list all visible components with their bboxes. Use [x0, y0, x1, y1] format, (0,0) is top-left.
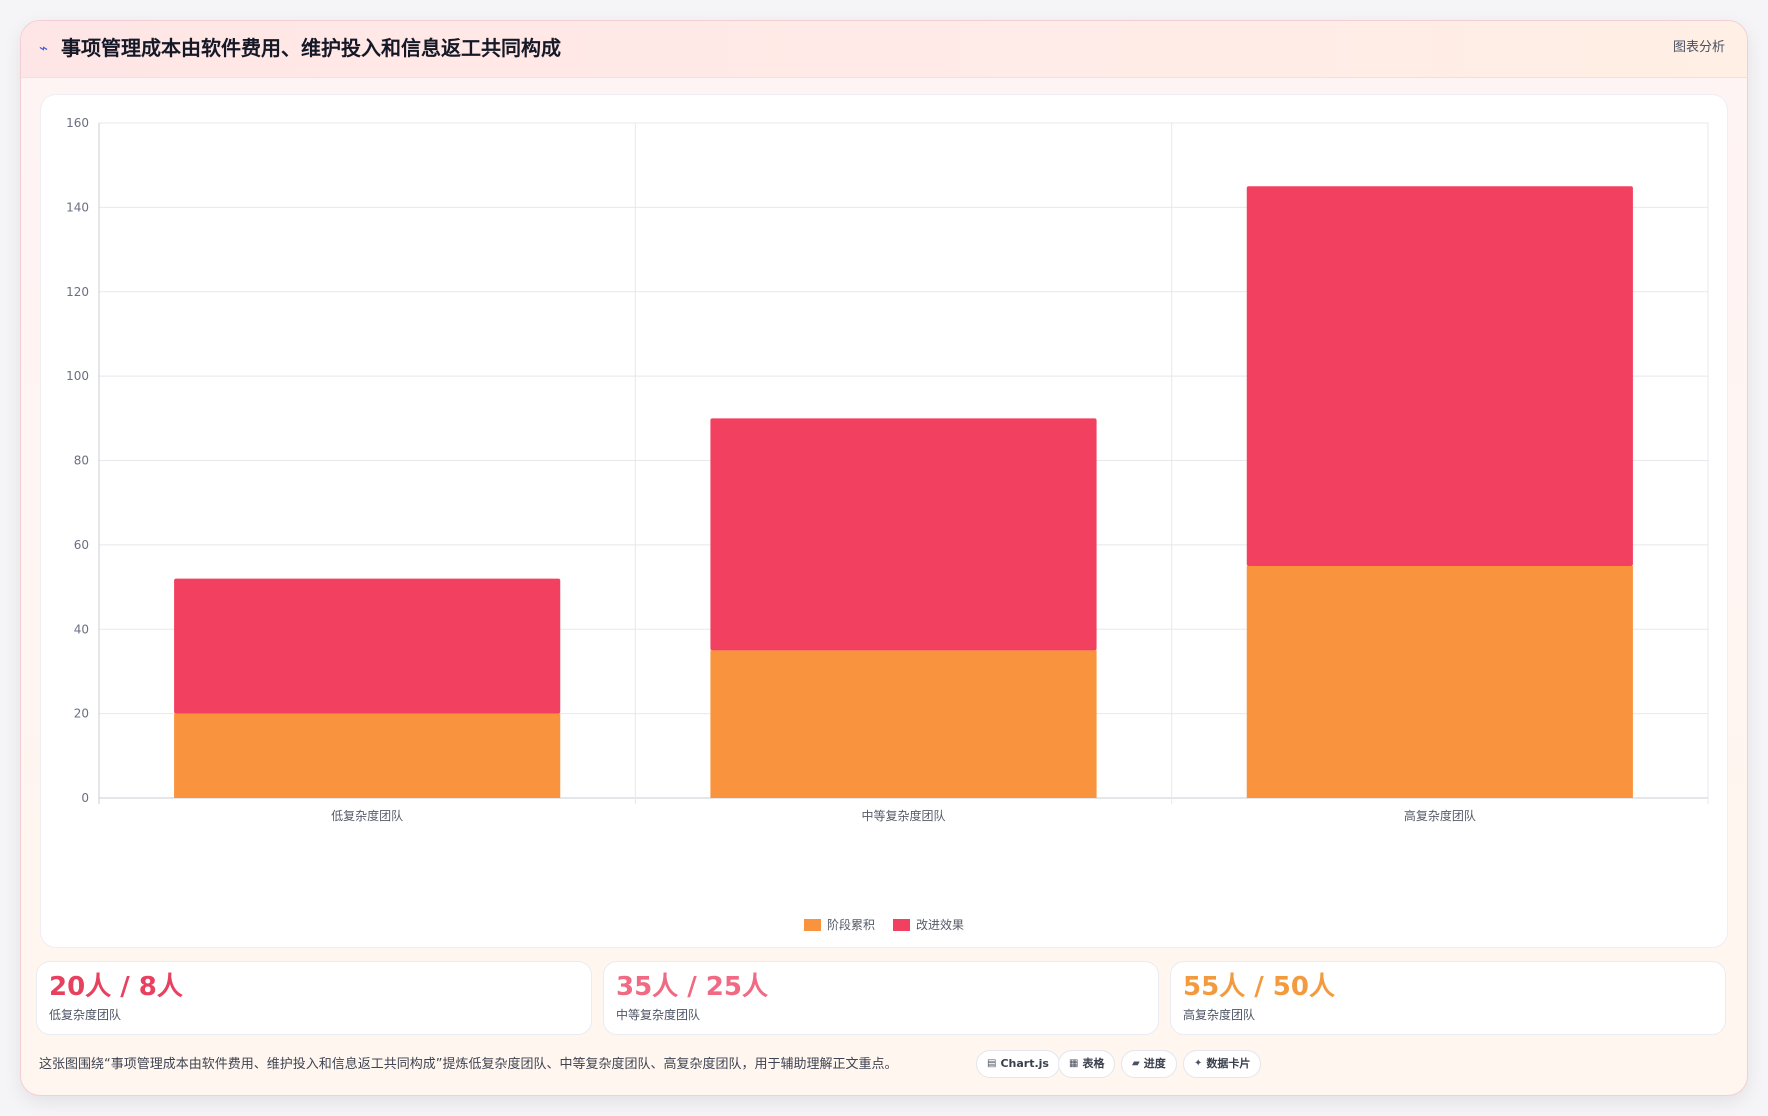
legend-swatch-stage	[803, 919, 821, 931]
bar-segment	[710, 418, 1097, 651]
card-icon: ✦	[1194, 1058, 1203, 1069]
y-tick-label: 60	[74, 538, 89, 552]
chart-panel: 0 20 40 60 80 100 120 140 160 低复杂度团队 中等复杂度团队 高复杂度团队…	[40, 94, 1728, 948]
legend-label-improve: 改进效果	[916, 918, 965, 932]
y-tick-label: 20	[74, 707, 89, 721]
chart-caption: 这张图围绕“事项管理成本由软件费用、维护投入和信息返工共同构成”提炼低复杂度团队…	[39, 1057, 898, 1072]
stat-label: 高复杂度团队	[1183, 1008, 1256, 1022]
bar-segment	[174, 713, 561, 798]
chart-icon: ▤	[987, 1058, 997, 1069]
stacked-bar-chart: 0 20 40 60 80 100 120 140 160 低复杂度团队 中等复杂度团队 高复杂度团队	[66, 116, 1709, 823]
table-pill[interactable]: ▦ 表格	[1058, 1050, 1116, 1078]
y-tick-label: 160	[66, 116, 89, 130]
progress-pill[interactable]: ▰ 进度	[1121, 1050, 1177, 1078]
stat-card-medium: 35人 / 25人 中等复杂度团队	[603, 961, 1159, 1035]
data-card-pill[interactable]: ✦ 数据卡片	[1183, 1050, 1262, 1078]
stat-value: 55人 / 50人	[1183, 972, 1335, 1002]
legend-swatch-improve	[893, 919, 910, 931]
pill-label: 进度	[1143, 1057, 1166, 1070]
pill-label: Chart.js	[1000, 1057, 1049, 1070]
table-icon: ▦	[1069, 1058, 1079, 1069]
y-tick-label: 120	[66, 285, 89, 299]
y-tick-label: 80	[74, 454, 89, 468]
stat-card-high: 55人 / 50人 高复杂度团队	[1170, 961, 1726, 1035]
legend-label-stage: 阶段累积	[826, 918, 875, 932]
card-header: ⌁ 事项管理成本由软件费用、维护投入和信息返工共同构成 图表分析	[21, 21, 1747, 78]
y-tick-label: 40	[74, 622, 89, 636]
stat-value: 20人 / 8人	[49, 972, 183, 1002]
legend-item-improve[interactable]: 改进效果	[893, 918, 964, 932]
stat-label: 低复杂度团队	[49, 1008, 122, 1022]
bar-segment	[710, 650, 1097, 798]
stat-card-low: 20人 / 8人 低复杂度团队	[36, 961, 592, 1035]
stat-label: 中等复杂度团队	[616, 1008, 701, 1022]
pill-label: 数据卡片	[1206, 1057, 1251, 1070]
y-tick-label: 140	[66, 200, 89, 214]
chart-analysis-link[interactable]: 图表分析	[1672, 40, 1725, 55]
bar-segment	[1246, 186, 1633, 566]
x-tick-label: 中等复杂度团队	[861, 808, 945, 823]
progress-icon: ▰	[1132, 1058, 1140, 1069]
chart-legend: 阶段累积 改进效果	[41, 915, 1727, 935]
stat-value: 35人 / 25人	[616, 972, 768, 1002]
chartjs-pill[interactable]: ▤ Chart.js	[976, 1050, 1060, 1078]
bar-segment	[1246, 565, 1633, 798]
chart-line-icon: ⌁	[39, 39, 49, 57]
y-tick-label: 0	[81, 791, 89, 805]
x-tick-label: 低复杂度团队	[331, 808, 403, 823]
bar-segment	[174, 578, 561, 714]
y-tick-label: 100	[66, 369, 89, 383]
page-title: 事项管理成本由软件费用、维护投入和信息返工共同构成	[61, 36, 561, 60]
legend-item-stage[interactable]: 阶段累积	[803, 918, 875, 932]
chart-card: ⌁ 事项管理成本由软件费用、维护投入和信息返工共同构成 图表分析 0 20 40 60…	[20, 20, 1748, 1096]
x-tick-label: 高复杂度团队	[1404, 808, 1476, 823]
pill-label: 表格	[1082, 1057, 1105, 1070]
